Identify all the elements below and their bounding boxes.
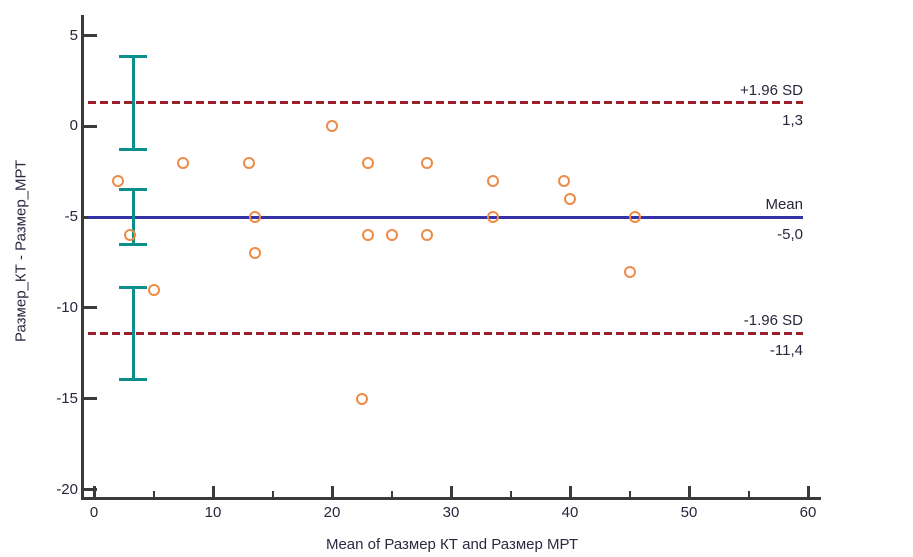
x-tick-label: 60 xyxy=(799,504,817,521)
data-point xyxy=(123,229,136,242)
x-axis-minor-tick xyxy=(390,491,393,498)
error-bar-line xyxy=(131,189,135,245)
x-axis-minor-tick xyxy=(628,491,631,498)
x-axis-tick xyxy=(568,486,572,498)
error-bar-cap-top xyxy=(119,188,148,192)
data-point xyxy=(248,211,261,224)
x-axis-minor-tick xyxy=(152,491,155,498)
data-point xyxy=(147,283,160,296)
y-axis-tick xyxy=(84,397,97,401)
y-tick-label: -15 xyxy=(56,389,78,407)
x-axis-tick xyxy=(92,486,96,498)
loa-line xyxy=(88,101,803,105)
data-point xyxy=(355,392,368,405)
x-tick-label: 40 xyxy=(561,504,579,521)
error-bar-cap-bottom xyxy=(119,242,148,246)
y-axis-tick xyxy=(84,34,97,37)
data-point xyxy=(564,192,576,205)
data-point xyxy=(248,247,261,260)
y-axis-tick xyxy=(84,488,97,491)
reference-line-label: Mean xyxy=(765,196,803,214)
data-point xyxy=(623,265,636,278)
x-axis-tick xyxy=(330,486,334,498)
reference-line-value: -11,4 xyxy=(769,342,803,360)
data-point xyxy=(385,229,398,242)
error-bar-cap-top xyxy=(119,54,148,58)
error-bar-cap-bottom xyxy=(119,378,148,382)
mean-line xyxy=(88,215,803,219)
error-bar-cap-bottom xyxy=(119,147,148,151)
y-axis-line xyxy=(81,15,84,499)
loa-line xyxy=(88,331,803,335)
x-axis-tick xyxy=(687,486,691,498)
data-point xyxy=(361,156,374,169)
x-axis-minor-tick xyxy=(747,491,750,498)
data-point xyxy=(486,174,499,187)
data-point xyxy=(111,174,124,187)
reference-line-label: -1.96 SD xyxy=(743,312,803,330)
y-tick-label: 5 xyxy=(69,26,78,44)
x-axis-minor-tick xyxy=(509,491,512,498)
error-bar-line xyxy=(131,287,135,380)
x-tick-label: 10 xyxy=(204,504,222,521)
y-tick-label: -5 xyxy=(64,208,78,226)
data-point xyxy=(177,156,190,169)
y-tick-label: -10 xyxy=(56,298,78,316)
x-tick-label: 0 xyxy=(89,504,99,521)
reference-line-value: -5,0 xyxy=(777,226,803,244)
x-axis-tick xyxy=(211,486,215,498)
x-axis-line xyxy=(81,497,821,500)
x-axis-minor-tick xyxy=(271,491,274,498)
x-tick-label: 20 xyxy=(323,504,341,521)
y-tick-label: -20 xyxy=(56,480,78,498)
y-tick-label: 0 xyxy=(69,117,78,135)
x-tick-label: 50 xyxy=(680,504,698,521)
y-axis-tick xyxy=(84,124,97,128)
x-tick-label: 30 xyxy=(442,504,460,521)
data-point xyxy=(629,211,642,224)
data-point xyxy=(326,120,338,133)
data-point xyxy=(242,156,255,169)
data-point xyxy=(361,229,374,242)
data-point xyxy=(558,174,571,187)
data-point xyxy=(486,211,499,224)
reference-line-label: +1.96 SD xyxy=(740,81,803,99)
x-axis-tick xyxy=(806,486,810,498)
reference-line-value: 1,3 xyxy=(782,111,803,129)
y-axis-title: Размер_КТ - Размер_МРТ xyxy=(12,159,30,343)
data-point xyxy=(421,156,434,169)
error-bar-cap-top xyxy=(119,285,148,289)
x-axis-title: Mean of Размер КТ and Размер МРТ xyxy=(325,536,579,553)
x-axis-tick xyxy=(449,486,453,498)
error-bar-line xyxy=(131,56,135,149)
data-point xyxy=(421,229,434,242)
y-axis-tick xyxy=(84,306,97,310)
